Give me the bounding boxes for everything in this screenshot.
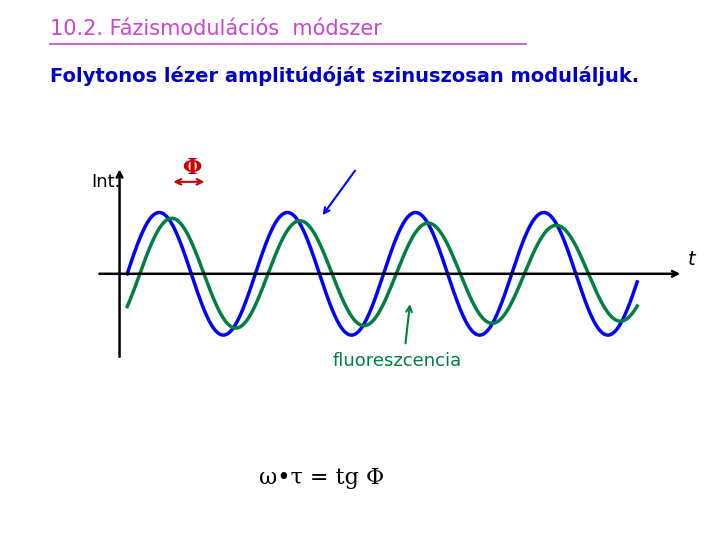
Text: Folytonos lézer amplitúdóját szinuszosan moduláljuk.: Folytonos lézer amplitúdóját szinuszosa… bbox=[50, 66, 639, 86]
Text: 10.2. Fázismodulációs  módszer: 10.2. Fázismodulációs módszer bbox=[50, 19, 382, 39]
Text: Φ: Φ bbox=[182, 157, 202, 179]
Text: ω•τ = tg Φ: ω•τ = tg Φ bbox=[259, 467, 384, 489]
Text: t: t bbox=[688, 250, 696, 269]
Text: fluoreszcencia: fluoreszcencia bbox=[333, 352, 462, 370]
Text: Int.: Int. bbox=[91, 173, 121, 191]
